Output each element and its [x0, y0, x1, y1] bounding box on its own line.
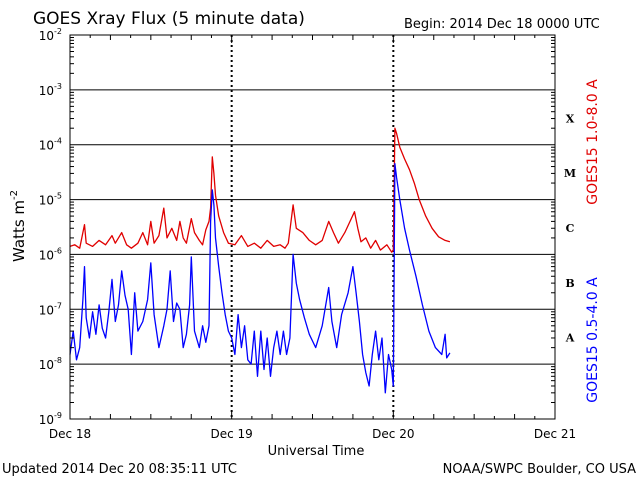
series-legend: GOES15 1.0-8.0 A GOES15 0.5-4.0 A [585, 79, 601, 403]
chart-title: GOES Xray Flux (5 minute data) [33, 9, 305, 29]
data-series [69, 127, 451, 394]
y-tick-exponent: -5 [54, 192, 62, 201]
x-tick-label: Dec 20 [372, 427, 414, 441]
y-tick-base: 10 [39, 29, 54, 43]
horizontal-gridlines [70, 89, 555, 365]
flare-class-label: A [565, 332, 575, 345]
x-axis-label: Universal Time [268, 444, 365, 459]
begin-label: Begin: 2014 Dec 18 0000 UTC [404, 17, 600, 32]
y-tick-label: 10-2 [39, 27, 62, 43]
flare-class-label: M [564, 167, 576, 180]
x-tick-label: Dec 21 [534, 427, 576, 441]
y-axis-label-text: Watts m [10, 200, 28, 262]
y-tick-label: 10-4 [39, 137, 62, 153]
y-tick-label: 10-8 [39, 356, 62, 372]
y-tick-label: 10-3 [39, 82, 62, 98]
y-tick-base: 10 [39, 194, 54, 208]
legend-entry: GOES15 0.5-4.0 A [585, 277, 601, 403]
y-tick-base: 10 [39, 139, 54, 153]
y-tick-exponent: -7 [54, 301, 62, 310]
flare-class-label: X [566, 112, 575, 125]
y-tick-base: 10 [39, 303, 54, 317]
y-axis-label: Watts m-2 [9, 190, 28, 262]
y-tick-label: 10-5 [39, 192, 62, 208]
y-axis-label-exponent: -2 [9, 190, 20, 200]
y-axis-ticks: 10-210-310-410-510-610-710-810-9 [39, 27, 555, 427]
credit-text: NOAA/SWPC Boulder, CO USA [443, 462, 636, 477]
flare-class-label: C [566, 222, 575, 235]
series-line [69, 163, 451, 394]
flare-class-labels: X M C B A [564, 112, 576, 344]
y-tick-exponent: -3 [54, 82, 62, 91]
y-tick-base: 10 [39, 84, 54, 98]
y-tick-base: 10 [39, 248, 54, 262]
y-tick-label: 10-6 [39, 246, 62, 262]
updated-timestamp: Updated 2014 Dec 20 08:35:11 UTC [2, 462, 237, 477]
y-tick-exponent: -8 [54, 356, 62, 365]
y-tick-exponent: -9 [54, 411, 62, 420]
y-tick-exponent: -4 [54, 137, 62, 146]
y-tick-label: 10-7 [39, 301, 62, 317]
x-tick-label: Dec 18 [49, 427, 91, 441]
y-tick-exponent: -6 [54, 246, 62, 255]
flare-class-label: B [565, 277, 574, 290]
y-tick-label: 10-9 [39, 411, 62, 427]
legend-entry: GOES15 1.0-8.0 A [585, 79, 601, 205]
y-tick-exponent: -2 [54, 27, 62, 36]
x-axis-ticks: Dec 18 Dec 19 Dec 20 Dec 21 [49, 35, 576, 441]
y-tick-base: 10 [39, 358, 54, 372]
series-line [69, 127, 451, 253]
x-tick-label: Dec 19 [211, 427, 253, 441]
y-tick-base: 10 [39, 413, 54, 427]
plot-frame [69, 34, 556, 420]
